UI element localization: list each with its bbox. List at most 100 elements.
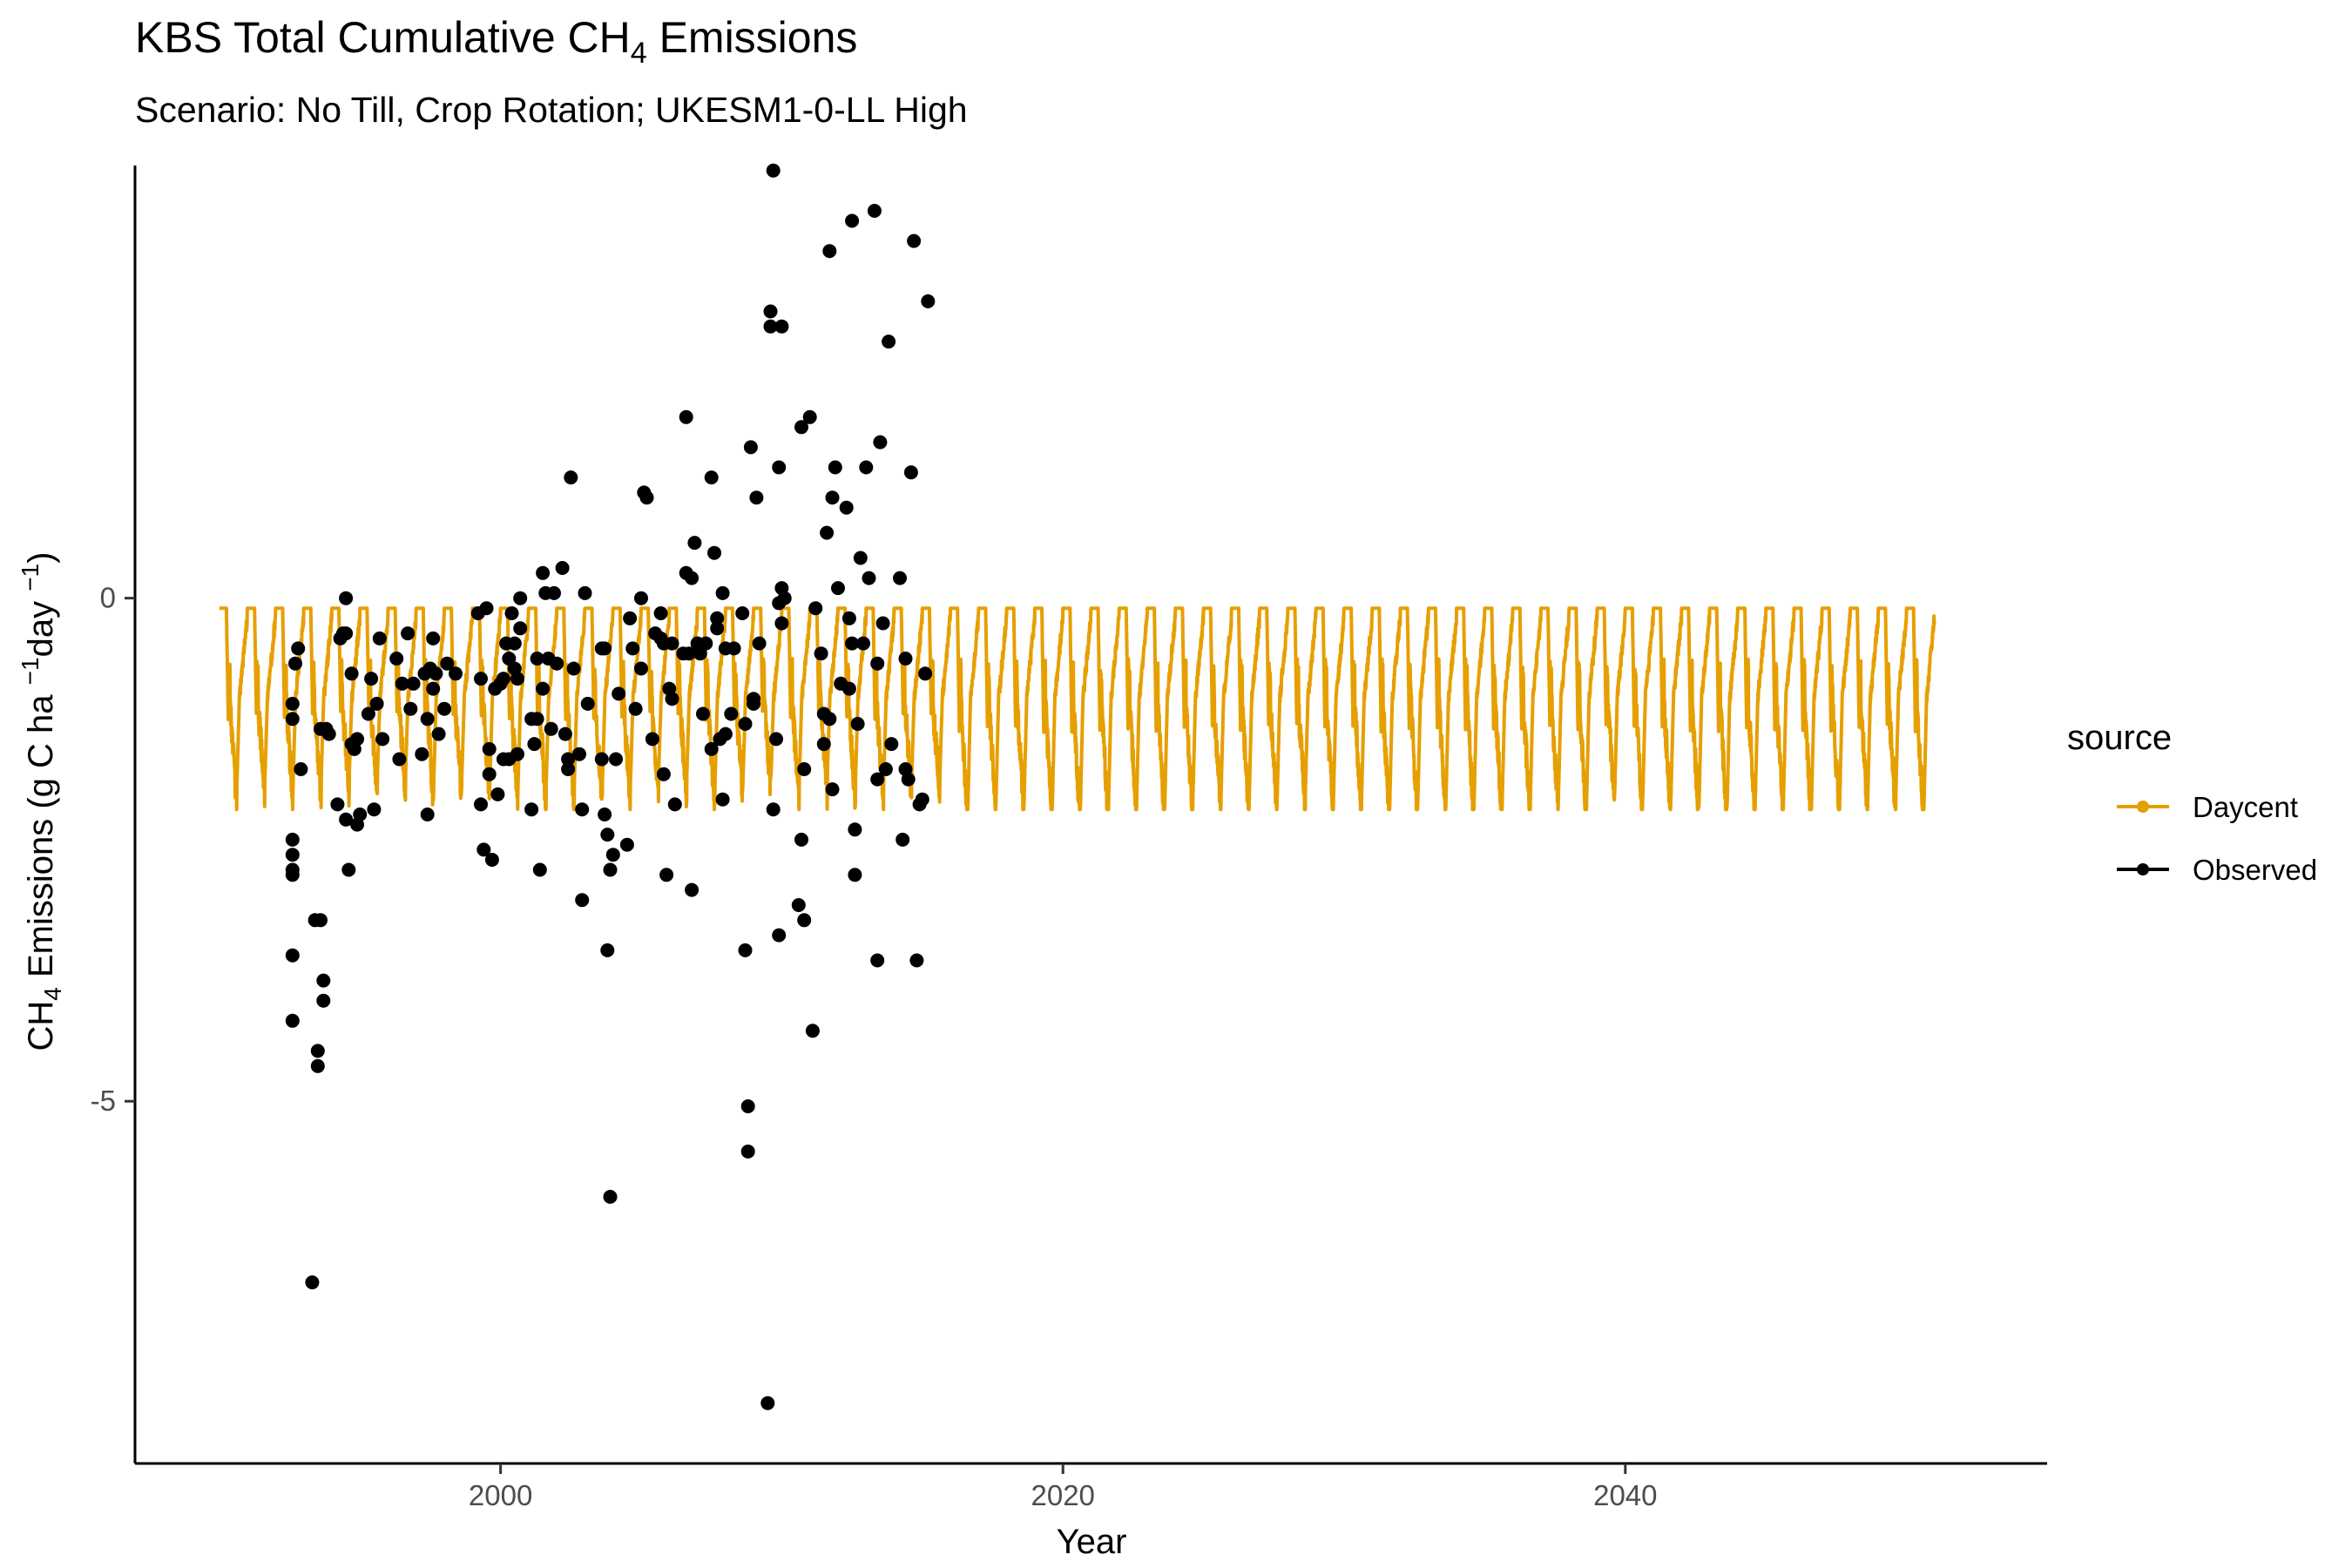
observed-point <box>853 551 868 565</box>
axes: 2000 2020 2040 0 -5 <box>91 166 2047 1511</box>
observed-point <box>403 701 418 716</box>
observed-point <box>687 536 702 551</box>
observed-point <box>845 213 860 228</box>
observed-point <box>828 460 842 475</box>
y-axis-title: CH4 Emissions (g C ha −1day −1) <box>17 552 66 1051</box>
observed-point <box>740 1099 755 1113</box>
observed-point <box>310 1044 325 1058</box>
observed-point <box>873 435 888 449</box>
observed-point <box>600 943 615 957</box>
observed-point <box>893 571 907 585</box>
observed-point <box>921 294 936 308</box>
observed-point <box>628 701 643 716</box>
observed-point <box>679 409 693 424</box>
observed-point <box>285 696 300 711</box>
observed-point <box>766 163 781 178</box>
observed-point <box>513 591 528 605</box>
observed-point <box>440 656 455 671</box>
observed-point <box>285 712 300 727</box>
observed-point <box>609 752 623 767</box>
observed-point <box>580 696 595 711</box>
observed-point <box>479 601 494 616</box>
observed-point <box>816 737 831 752</box>
observed-point <box>896 832 910 847</box>
observed-point <box>364 672 379 686</box>
observed-point <box>699 636 713 651</box>
observed-point <box>572 747 586 761</box>
observed-point <box>774 319 789 334</box>
observed-point <box>805 1024 820 1038</box>
observed-point <box>339 812 354 827</box>
observed-point <box>743 440 758 455</box>
observed-point <box>822 244 837 259</box>
observed-point <box>814 646 828 661</box>
observed-point <box>715 585 730 600</box>
observed-point <box>437 701 452 716</box>
observed-point <box>285 868 300 882</box>
observed-point <box>496 672 510 686</box>
observed-point <box>740 1144 755 1159</box>
x-tick-label: 2020 <box>1031 1479 1095 1511</box>
observed-point <box>909 953 924 968</box>
observed-point <box>564 470 578 485</box>
observed-point <box>575 802 590 817</box>
observed-point <box>532 862 547 877</box>
observed-point <box>898 652 913 666</box>
observed-point <box>474 672 488 686</box>
observed-point <box>794 420 808 435</box>
observed-point <box>600 828 615 842</box>
observed-point <box>797 913 812 928</box>
observed-point <box>605 848 620 862</box>
observed-point <box>665 636 679 651</box>
observed-point <box>707 545 721 560</box>
legend: source Daycent Observed <box>2067 719 2317 886</box>
observed-point <box>474 797 488 812</box>
observed-point <box>848 868 862 882</box>
observed-point <box>482 767 497 781</box>
observed-point <box>330 797 345 812</box>
observed-point <box>426 681 441 696</box>
observed-point <box>856 636 870 651</box>
observed-point <box>550 656 564 671</box>
observed-point <box>685 571 700 585</box>
observed-point <box>704 741 719 756</box>
observed-point <box>339 591 354 605</box>
observed-point <box>527 737 542 752</box>
observed-point <box>667 797 682 812</box>
observed-point <box>870 772 885 787</box>
observed-point <box>772 928 787 943</box>
observed-point <box>431 727 446 741</box>
observed-point <box>316 993 331 1008</box>
observed-point <box>696 706 710 721</box>
observed-point <box>882 335 896 349</box>
legend-item-daycent: Daycent <box>2117 791 2298 823</box>
observed-point <box>578 585 592 600</box>
observed-point <box>344 666 359 681</box>
observed-point <box>603 1189 618 1204</box>
x-tick-label: 2040 <box>1593 1479 1657 1511</box>
observed-point <box>808 601 823 616</box>
y-ticks: 0 -5 <box>91 582 135 1117</box>
observed-point <box>530 712 544 727</box>
observed-point <box>558 727 572 741</box>
observed-point <box>544 721 558 736</box>
observed-point <box>766 802 781 817</box>
observed-point <box>850 717 865 731</box>
observed-point <box>875 616 890 631</box>
observed-point <box>693 646 707 661</box>
observed-point <box>482 741 497 756</box>
observed-point <box>305 1275 320 1290</box>
observed-point <box>794 832 808 847</box>
x-ticks: 2000 2020 2040 <box>469 1463 1658 1511</box>
observed-point <box>639 490 654 505</box>
observed-point <box>634 661 648 676</box>
observed-point <box>530 652 544 666</box>
chart-subtitle: Scenario: No Till, Crop Rotation; UKESM1… <box>135 90 968 130</box>
observed-point <box>594 752 609 767</box>
observed-point <box>825 490 840 505</box>
observed-point <box>685 882 700 897</box>
observed-point <box>749 490 764 505</box>
observed-point <box>369 696 384 711</box>
observed-point <box>415 747 429 761</box>
